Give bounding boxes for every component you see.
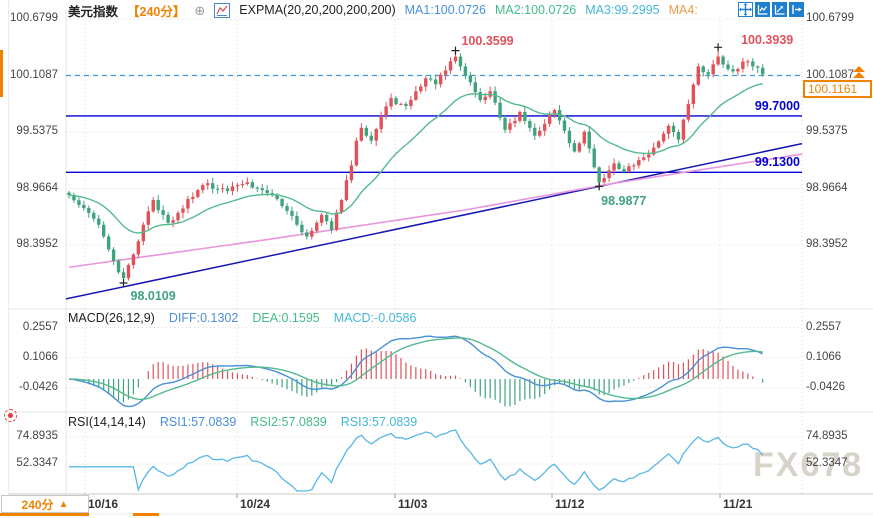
current-price-tag: 100.1161 [803, 80, 872, 98]
watermark: FX678 [753, 446, 864, 484]
macd-dea-value: DEA:0.1595 [252, 311, 320, 325]
timeframe-tab-label: 240分 [21, 497, 54, 512]
chart-toolbar [738, 2, 804, 17]
rsi-name[interactable]: RSI(14,14,14) [68, 415, 146, 429]
symbol-title: 美元指数 [68, 4, 119, 19]
ma2-value: MA2:100.0726 [494, 3, 577, 17]
price-up-arrows-icon [853, 66, 865, 80]
circle-plus-icon[interactable]: ⊕ [194, 2, 206, 18]
rsi1-value: RSI1:57.0839 [159, 415, 237, 429]
scrollbar-thumb[interactable] [133, 513, 159, 516]
active-tab-underline [0, 513, 89, 516]
ma3-value: MA3:99.2995 [585, 3, 660, 17]
axis-arrow-button[interactable] [772, 2, 787, 17]
macd-hist-value: MACD:-0.0586 [333, 311, 417, 325]
rsi2-value: RSI2:57.0839 [250, 415, 327, 429]
timeframe-tab[interactable]: 240分 ▲ [1, 495, 89, 513]
chart-header: 美元指数 【240分】 ⊕ EXPMA(20,20,200,200,200) M… [68, 2, 698, 19]
rsi3-value: RSI3:57.0839 [340, 415, 418, 429]
macd-header: MACD(26,12,9) DIFF:0.1302 DEA:0.1595 MAC… [68, 311, 416, 325]
left-divider [8, 0, 9, 518]
ma4-value: MA4: [668, 3, 698, 17]
indicator-label[interactable]: EXPMA(20,20,200,200,200) [239, 3, 396, 17]
crosshair-move-button[interactable] [738, 2, 753, 17]
mini-chart-icon[interactable] [214, 2, 231, 18]
left-accent-bar [0, 50, 3, 97]
jump-latest-button[interactable] [789, 2, 804, 17]
axis-scale-button[interactable] [755, 2, 770, 17]
macd-name[interactable]: MACD(26,12,9) [68, 311, 155, 325]
macd-diff-value: DIFF:0.1302 [168, 311, 239, 325]
rsi-header: RSI(14,14,14) RSI1:57.0839 RSI2:57.0839 … [68, 415, 417, 429]
ma1-value: MA1:100.0726 [404, 3, 486, 17]
period-label[interactable]: 【240分】 [127, 4, 186, 19]
alert-sun-icon[interactable] [4, 409, 17, 422]
tab-up-arrow-icon: ▲ [58, 498, 69, 510]
